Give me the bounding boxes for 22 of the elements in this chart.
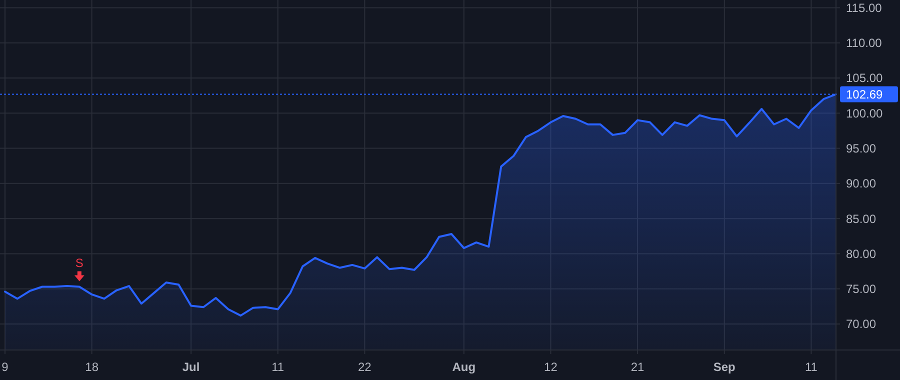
ref-line-label: 102.69 <box>846 87 884 102</box>
data-label: S <box>75 256 84 270</box>
x-tick-label: 11 <box>272 360 284 374</box>
y-tick-label: 90.00 <box>846 176 876 191</box>
y-tick-label: 105.00 <box>846 71 884 86</box>
x-tick-label: 9 <box>2 360 9 374</box>
y-tick-label: 100.00 <box>846 106 884 120</box>
x-tick-label: Aug <box>452 360 476 374</box>
y-tick-label: 110.00 <box>846 36 882 50</box>
x-tick-label: Jul <box>182 360 200 374</box>
x-tick-label: 18 <box>85 360 99 374</box>
x-tick-label: 21 <box>630 360 645 374</box>
x-tick-label: Sep <box>713 360 736 374</box>
y-tick-label: 115.00 <box>846 0 882 15</box>
x-tick-label: 12 <box>544 360 558 374</box>
y-tick-label: 95.00 <box>846 141 876 156</box>
x-tick-label: 11 <box>804 360 818 374</box>
y-tick-label: 70.00 <box>846 317 876 332</box>
y-tick-label: 85.00 <box>846 212 876 226</box>
x-tick-label: 22 <box>358 360 372 374</box>
y-tick-label: 80.00 <box>846 246 876 261</box>
y-tick-label: 75.00 <box>846 282 876 296</box>
